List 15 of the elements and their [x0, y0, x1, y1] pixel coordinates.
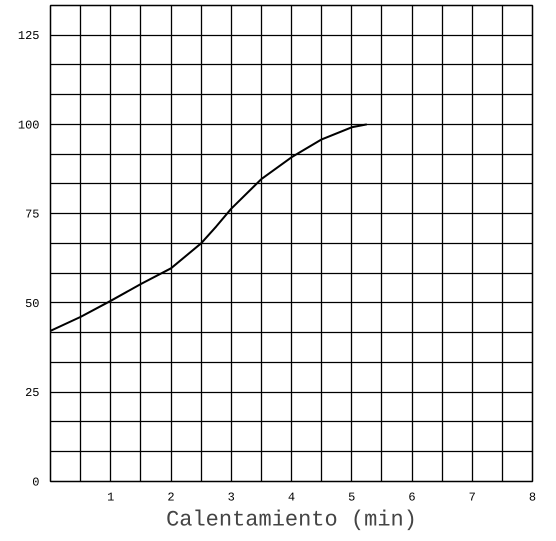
x-tick-label: 5 — [348, 490, 356, 504]
y-tick-label: 25 — [25, 386, 40, 400]
x-tick-label: 2 — [167, 490, 175, 504]
y-tick-label: 125 — [18, 29, 40, 44]
y-tick-label: 100 — [18, 118, 40, 132]
x-tick-label: 6 — [408, 490, 416, 504]
x-tick-label: 1 — [107, 490, 114, 504]
x-axis-title: Calentamiento (min) — [166, 508, 417, 532]
y-tick-label: 50 — [25, 296, 40, 311]
x-tick-label: 8 — [528, 490, 536, 504]
y-tick-label: 0 — [32, 476, 40, 490]
y-tick-label: 75 — [25, 208, 40, 222]
x-tick-label: 3 — [228, 490, 235, 504]
x-tick-label: 7 — [468, 490, 476, 504]
x-tick-label: 4 — [288, 490, 296, 504]
